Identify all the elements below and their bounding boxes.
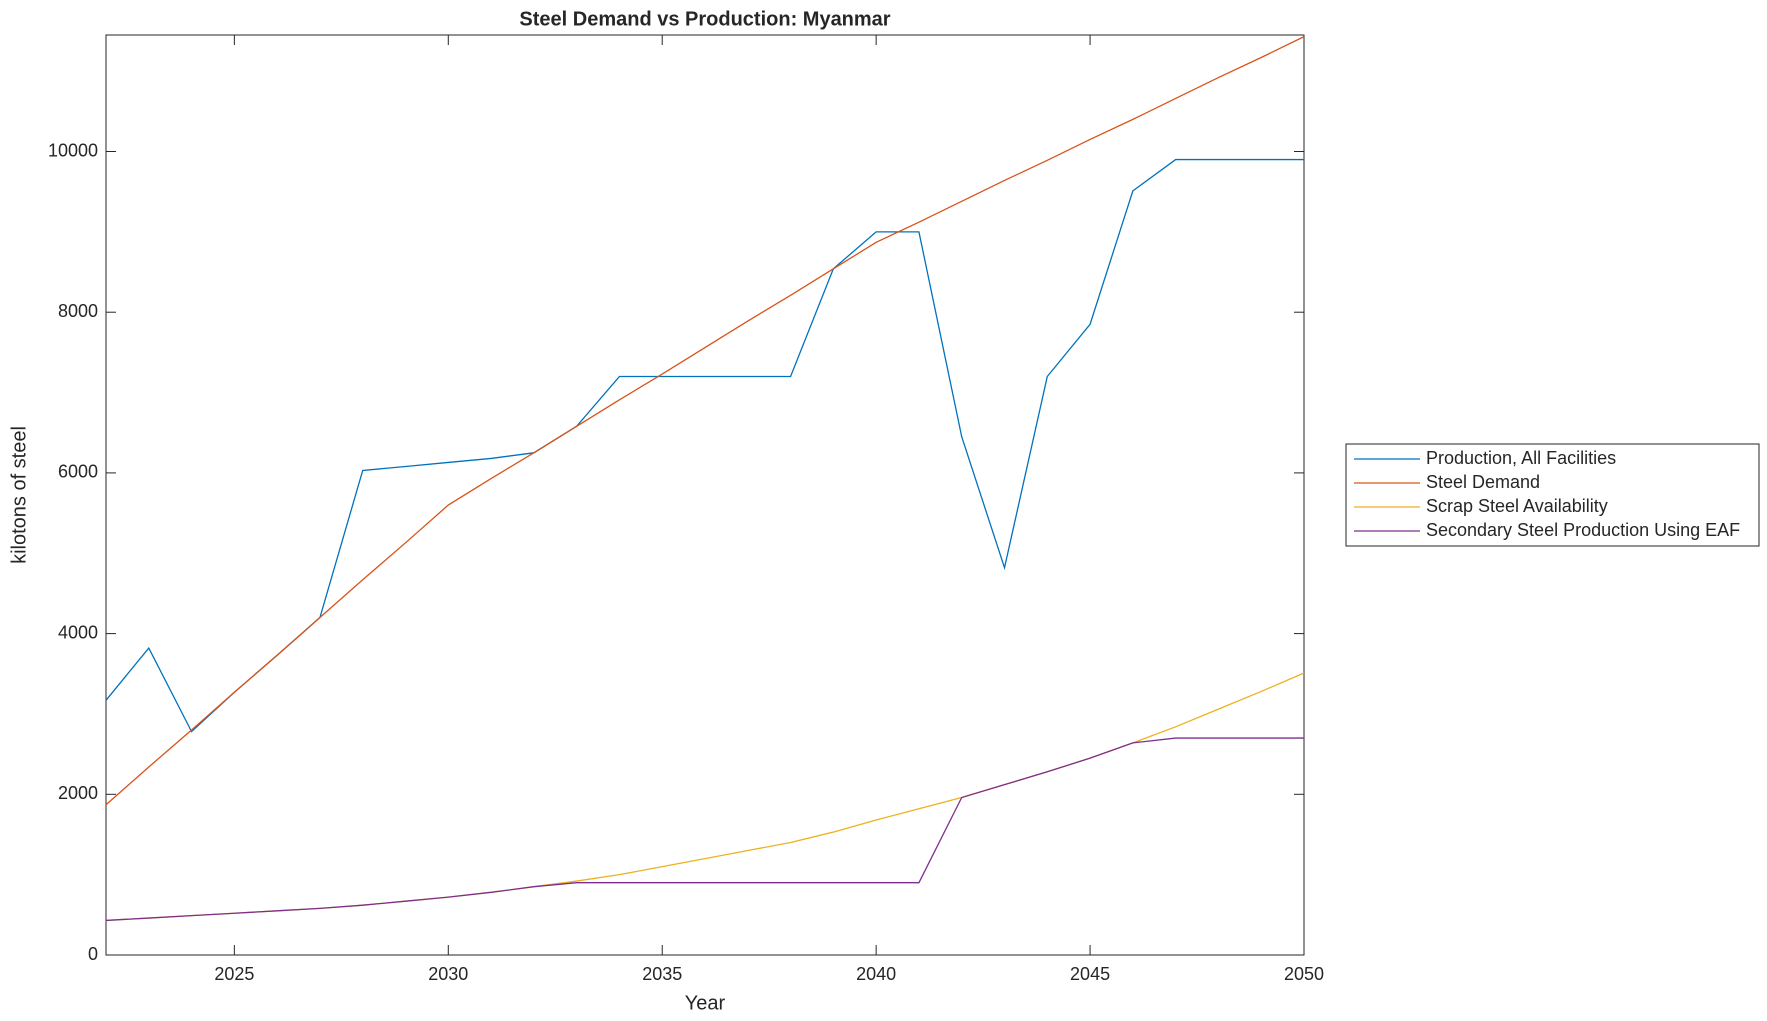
chart-title: Steel Demand vs Production: Myanmar	[519, 8, 890, 30]
legend-label: Scrap Steel Availability	[1426, 496, 1608, 516]
x-tick-label: 2040	[856, 964, 896, 984]
y-tick-label: 6000	[58, 462, 98, 482]
data-line	[105, 36, 1305, 806]
y-tick-label: 8000	[58, 301, 98, 321]
x-axis-label: Year	[685, 992, 726, 1014]
y-tick-label: 4000	[58, 622, 98, 642]
legend-label: Production, All Facilities	[1426, 448, 1616, 468]
x-tick-label: 2050	[1284, 964, 1324, 984]
y-tick-label: 10000	[48, 140, 98, 160]
x-tick-label: 2030	[428, 964, 468, 984]
data-line	[105, 737, 1304, 922]
y-tick-label: 0	[88, 944, 98, 964]
legend-label: Secondary Steel Production Using EAF	[1426, 520, 1740, 540]
legend-label: Steel Demand	[1426, 472, 1540, 492]
x-tick-label: 2045	[1070, 964, 1110, 984]
plot-area	[105, 34, 1305, 956]
y-axis-label: kilotons of steel	[8, 426, 30, 564]
legend-box	[1345, 443, 1760, 547]
x-tick-label: 2035	[642, 964, 682, 984]
y-tick-label: 2000	[58, 783, 98, 803]
x-tick-label: 2025	[214, 964, 254, 984]
